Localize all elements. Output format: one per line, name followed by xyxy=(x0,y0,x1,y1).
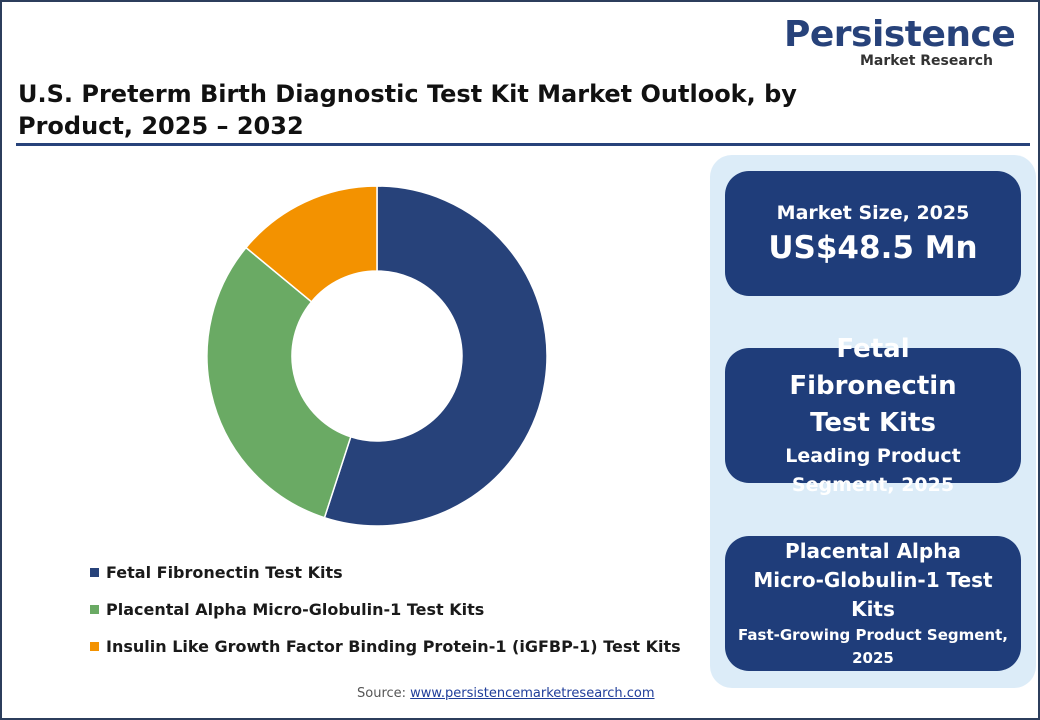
title-rule xyxy=(16,143,1030,146)
legend-item: Placental Alpha Micro-Globulin-1 Test Ki… xyxy=(90,600,484,619)
legend-label: Placental Alpha Micro-Globulin-1 Test Ki… xyxy=(106,600,485,619)
source-link[interactable]: www.persistencemarketresearch.com xyxy=(410,686,655,701)
donut-slice xyxy=(206,246,352,519)
donut-slice xyxy=(323,185,548,527)
legend-item: Insulin Like Growth Factor Binding Prote… xyxy=(90,637,681,656)
card-label: Leading Product Segment, 2025 xyxy=(785,445,961,496)
card: Placental Alpha Micro-Globulin-1 Test Ki… xyxy=(725,536,1021,671)
source-label: Source: xyxy=(357,686,407,701)
logo-subtitle: Market Research xyxy=(860,53,993,69)
card: Fetal Fibronectin Test Kits Leading Prod… xyxy=(725,334,1021,496)
legend-label: Fetal Fibronectin Test Kits xyxy=(106,563,343,582)
source: Source: www.persistencemarketresearch.co… xyxy=(357,686,655,701)
card-label: Fast-Growing Product Segment, 2025 xyxy=(738,626,1008,667)
chart-title: U.S. Preterm Birth Diagnostic Test Kit M… xyxy=(18,80,797,140)
card-value: US$48.5 Mn xyxy=(768,229,978,266)
chart xyxy=(206,185,548,527)
legend-swatch xyxy=(90,642,99,651)
legend-label: Insulin Like Growth Factor Binding Prote… xyxy=(106,637,681,656)
legend-item: Fetal Fibronectin Test Kits xyxy=(90,563,343,582)
legend-swatch xyxy=(90,605,99,614)
logo: Persistence xyxy=(784,14,1016,55)
card: Market Size, 2025 US$48.5 Mn xyxy=(725,171,1021,296)
donut-slice xyxy=(244,185,378,303)
card-value: Placental Alpha Micro-Globulin-1 Test Ki… xyxy=(753,539,993,621)
legend-swatch xyxy=(90,568,99,577)
card-label: Market Size, 2025 xyxy=(776,201,970,224)
card-value: Fetal Fibronectin Test Kits xyxy=(789,334,957,438)
